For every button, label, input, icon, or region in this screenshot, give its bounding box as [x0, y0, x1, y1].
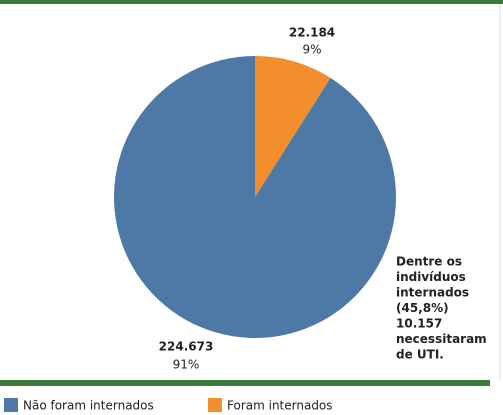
legend-label: Não foram internados	[23, 399, 154, 413]
legend-label: Foram internados	[227, 399, 333, 413]
percent-label: 91%	[173, 358, 200, 372]
annotation: necessitaram	[396, 332, 487, 346]
pie-slice	[255, 56, 331, 197]
annotation: internados	[396, 286, 469, 300]
value-label: 224.673	[159, 340, 214, 354]
top-rule	[0, 0, 503, 4]
percent-label: 9%	[302, 43, 321, 57]
annotation: indivíduos	[396, 270, 466, 284]
legend-swatch	[4, 398, 18, 412]
value-label: 22.184	[289, 26, 335, 40]
legend-swatch	[208, 398, 222, 412]
bottom-rule	[0, 380, 490, 386]
annotation: (45,8%)	[396, 301, 449, 315]
annotation: 10.157	[396, 317, 442, 331]
annotation: Dentre os	[396, 255, 462, 269]
annotation: de UTI.	[396, 348, 444, 362]
